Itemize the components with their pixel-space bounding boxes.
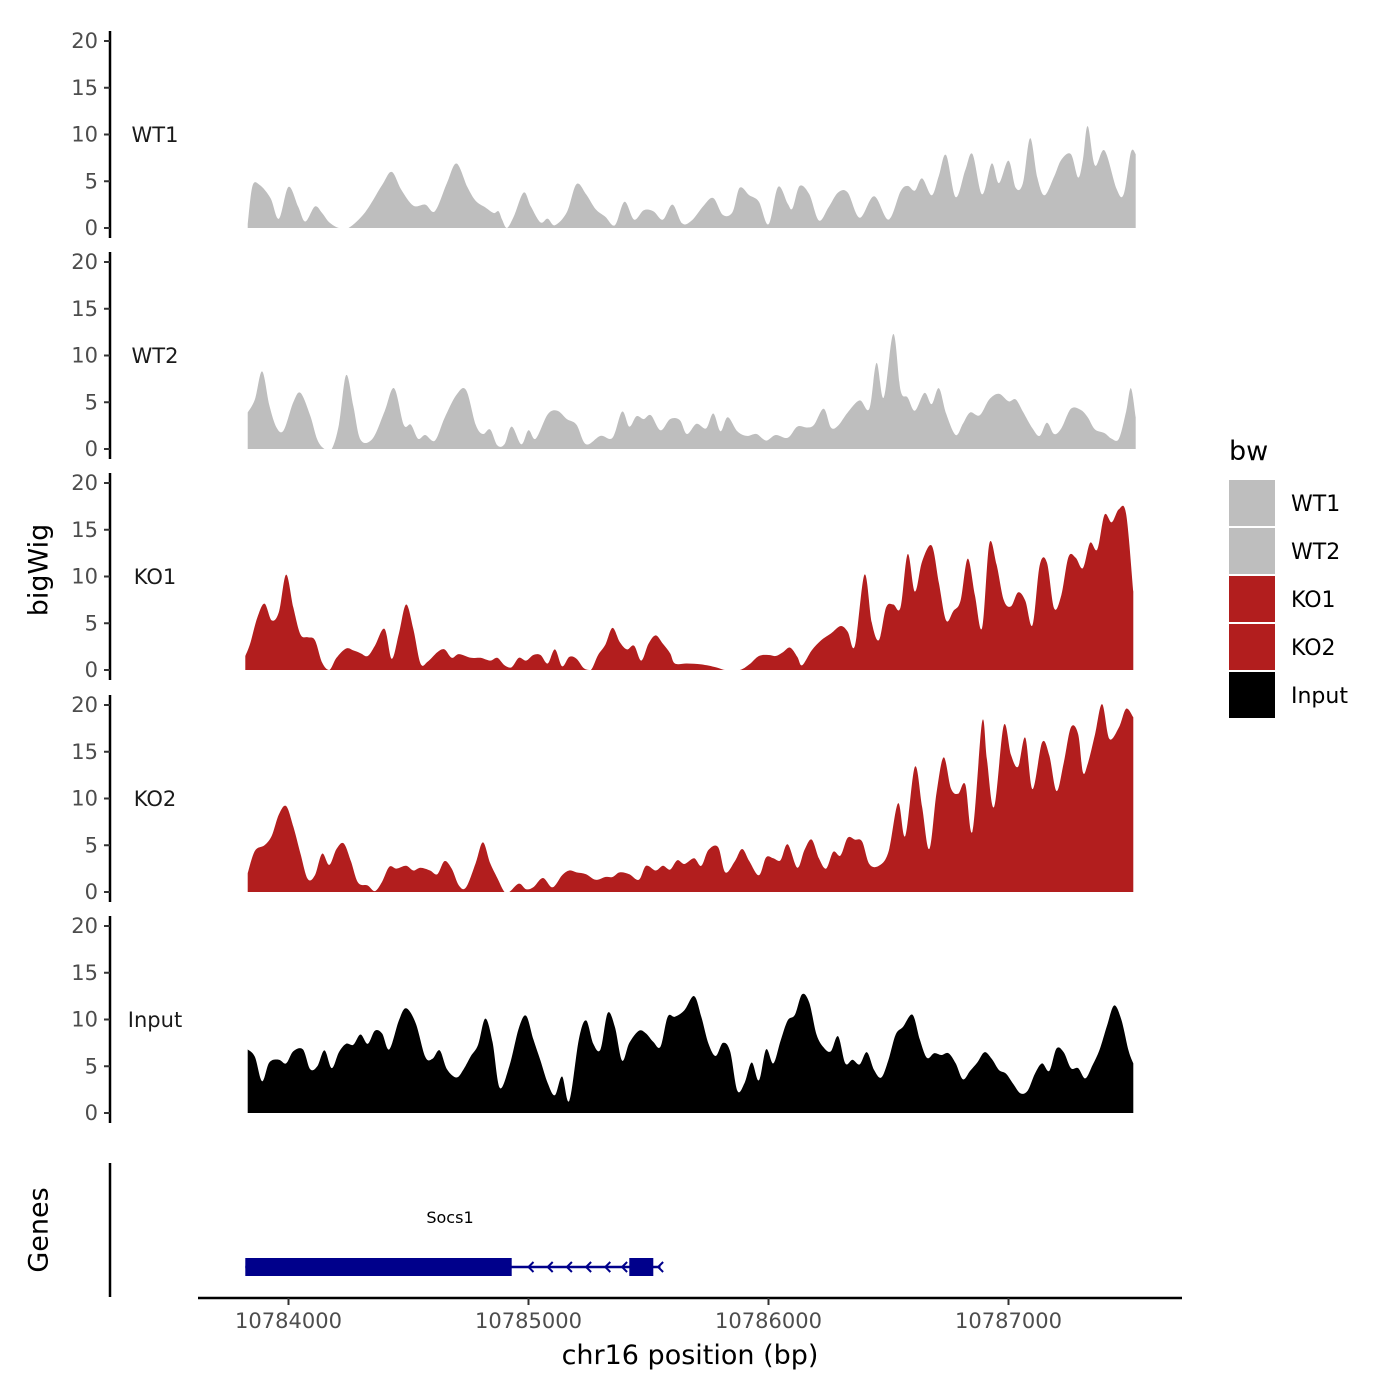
x-axis-title: chr16 position (bp) (562, 1340, 819, 1371)
y-tick-label: 0 (85, 658, 98, 682)
y-tick-label: 5 (85, 833, 98, 857)
gene-exon (629, 1258, 654, 1276)
gene-track-title: Genes (24, 1187, 55, 1272)
y-tick-label: 10 (71, 344, 98, 368)
strand-arrow-icon (603, 1261, 612, 1273)
track-label: KO1 (134, 565, 177, 589)
track-wt1: 0 5 10 15 20 WT1 (71, 29, 1136, 240)
y-tick-label: 20 (71, 250, 98, 274)
y-tick-label: 10 (71, 1008, 98, 1032)
track-label: KO2 (134, 787, 177, 811)
y-tick-label: 0 (85, 437, 98, 461)
x-tick-label: 10786000 (715, 1309, 822, 1333)
track-label: WT2 (132, 344, 179, 368)
y-tick-label: 15 (71, 518, 98, 542)
y-tick-label: 5 (85, 169, 98, 193)
y-tick-label: 10 (71, 123, 98, 147)
strand-arrow-icon (620, 1261, 628, 1273)
gene-track: Genes Socs1 (24, 1163, 664, 1297)
y-axis-title: bigWig (24, 524, 55, 617)
legend-label: KO2 (1291, 636, 1336, 661)
y-tick-label: 5 (85, 1054, 98, 1078)
track-input: 0 5 10 15 20 Input (71, 914, 1134, 1125)
legend-swatch (1229, 576, 1275, 622)
track-wt2: 0 5 10 15 20 WT2 (71, 250, 1136, 461)
legend-label: WT2 (1291, 540, 1340, 565)
legend-label: Input (1291, 684, 1348, 709)
legend-swatch (1229, 528, 1275, 574)
y-tick-label: 20 (71, 693, 98, 717)
y-tick-label: 15 (71, 76, 98, 100)
y-tick-label: 20 (71, 471, 98, 495)
y-tick-label: 0 (85, 880, 98, 904)
strand-arrow-icon (546, 1261, 554, 1273)
legend-label: WT1 (1291, 492, 1340, 517)
track-ko2: 0 5 10 15 20 KO2 (71, 693, 1134, 904)
y-tick-label: 0 (85, 216, 98, 240)
x-tick-label: 10785000 (475, 1309, 582, 1333)
gene-exon (245, 1258, 512, 1276)
y-tick-label: 20 (71, 29, 98, 53)
x-tick-label: 10784000 (235, 1309, 342, 1333)
legend-item-ko2: KO2 (1229, 624, 1336, 670)
track-label: Input (128, 1008, 182, 1032)
y-tick-label: 20 (71, 914, 98, 938)
strand-arrow-icon (584, 1261, 592, 1273)
y-tick-label: 5 (85, 390, 98, 414)
track-panels: 0 5 10 15 20 WT1 0 5 10 15 20 WT2 0 5 10 15 20 KO1 0 5 10 15 2… (71, 29, 1136, 1125)
legend: bw WT1 WT2 KO1 KO2 Input (1229, 436, 1348, 718)
gene-socs1: Socs1 (245, 1208, 664, 1276)
track-ko1: 0 5 10 15 20 KO1 (71, 471, 1134, 682)
strand-arrow-icon (527, 1261, 535, 1273)
legend-label: KO1 (1291, 588, 1336, 613)
coverage-area-wt1 (247, 126, 1136, 228)
coverage-area-ko2 (247, 704, 1134, 892)
coverage-area-ko1 (245, 505, 1134, 670)
y-tick-label: 10 (71, 787, 98, 811)
strand-arrow-icon (565, 1261, 573, 1273)
coverage-area-wt2 (247, 333, 1136, 449)
y-tick-label: 15 (71, 740, 98, 764)
legend-item-ko1: KO1 (1229, 576, 1336, 622)
y-tick-label: 0 (85, 1101, 98, 1125)
x-axis: 10784000 10785000 10786000 10787000 (198, 1296, 1182, 1333)
coverage-area-input (247, 993, 1134, 1113)
gene-label: Socs1 (426, 1208, 473, 1227)
strand-arrow-icon (656, 1261, 664, 1273)
y-tick-label: 15 (71, 961, 98, 985)
track-label: WT1 (132, 123, 179, 147)
legend-title: bw (1229, 436, 1268, 467)
legend-item-wt2: WT2 (1229, 528, 1340, 574)
legend-swatch (1229, 480, 1275, 526)
legend-item-input: Input (1229, 672, 1348, 718)
legend-item-wt1: WT1 (1229, 480, 1340, 526)
y-tick-label: 5 (85, 611, 98, 635)
legend-swatch (1229, 672, 1275, 718)
legend-swatch (1229, 624, 1275, 670)
y-tick-label: 10 (71, 565, 98, 589)
y-tick-label: 15 (71, 297, 98, 321)
x-tick-label: 10787000 (955, 1309, 1062, 1333)
